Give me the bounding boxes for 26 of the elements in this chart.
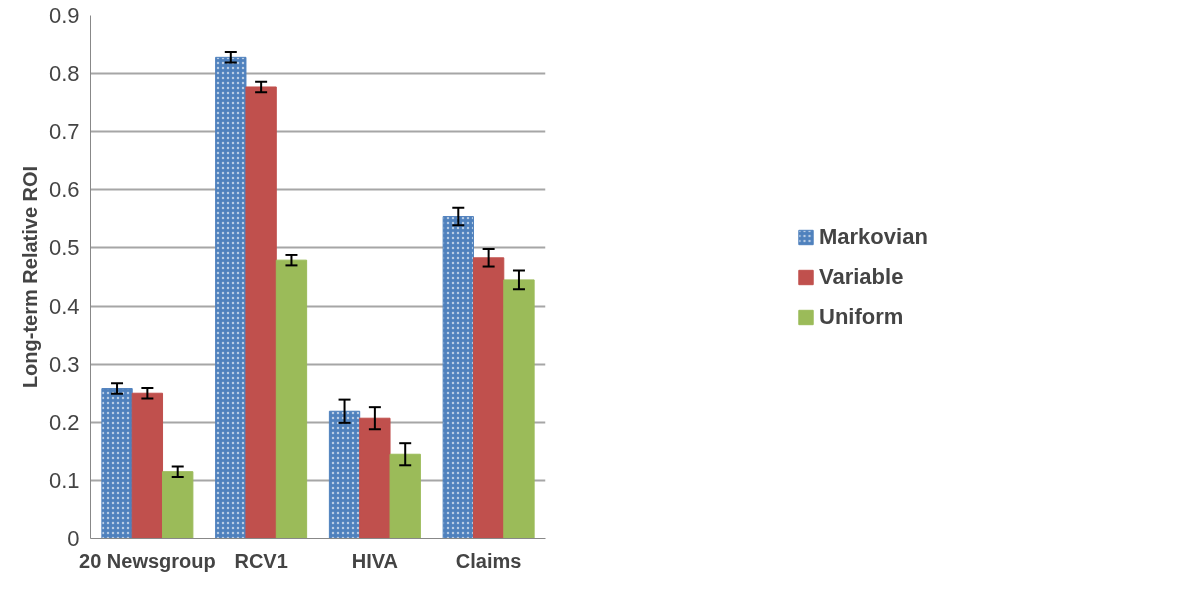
x-tick-label: 20 Newsgroup bbox=[79, 549, 216, 572]
y-axis-title: Long-term Relative ROI bbox=[18, 165, 41, 389]
y-tick-label: 0.2 bbox=[48, 409, 80, 435]
y-tick-label: 0.6 bbox=[48, 177, 80, 203]
bar bbox=[275, 259, 308, 539]
legend-label: Markovian bbox=[819, 223, 929, 250]
y-tick-label: 0.7 bbox=[48, 119, 80, 145]
bar bbox=[162, 471, 194, 539]
bar bbox=[245, 86, 277, 539]
x-tick-label: Claims bbox=[455, 549, 522, 572]
bar bbox=[359, 417, 391, 539]
x-tick-label: HIVA bbox=[351, 549, 399, 572]
bar bbox=[503, 279, 535, 539]
bar bbox=[389, 453, 421, 539]
y-tick-label: 0 bbox=[67, 526, 80, 551]
bar bbox=[131, 392, 164, 539]
y-tick-label: 0.3 bbox=[48, 351, 80, 377]
y-tick-label: 0.5 bbox=[48, 235, 80, 261]
y-tick-label: 0.9 bbox=[48, 3, 80, 28]
y-tick-label: 0.8 bbox=[48, 61, 80, 87]
y-tick-label: 0.4 bbox=[48, 293, 80, 319]
bar bbox=[472, 257, 505, 539]
legend-label: Variable bbox=[819, 263, 905, 290]
legend-label: Uniform bbox=[819, 303, 905, 330]
x-tick-label: RCV1 bbox=[234, 549, 288, 572]
y-tick-label: 0.1 bbox=[48, 467, 80, 493]
